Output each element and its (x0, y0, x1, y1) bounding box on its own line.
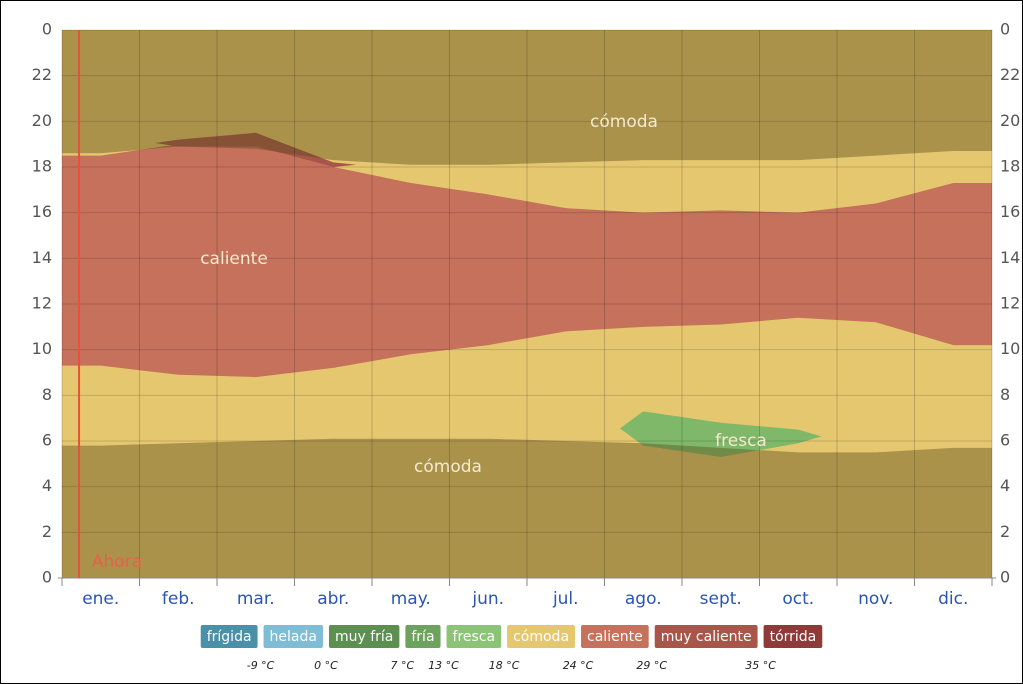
legend-swatch (446, 625, 502, 648)
annotation: caliente (200, 249, 268, 269)
annotation: fresca (715, 431, 767, 451)
threshold-label: 24 °C (563, 659, 594, 672)
legend-label: helada (270, 629, 317, 645)
y-tick-label-right: 6 (1000, 431, 1010, 450)
y-tick-label: 16 (32, 202, 52, 221)
legend-label: cómoda (513, 629, 569, 645)
y-tick-label: 20 (32, 111, 52, 130)
annotation: cómoda (590, 112, 658, 132)
y-tick-label: 0 (42, 568, 52, 587)
temperature-band (62, 144, 992, 378)
y-tick-label: 4 (42, 476, 52, 495)
y-tick-label-right: 10 (1000, 339, 1020, 358)
y-tick-label-right: 0 (1000, 20, 1010, 39)
y-tick-label-right: 18 (1000, 157, 1020, 176)
y-tick-label: 22 (32, 65, 52, 84)
legend-label: caliente (587, 629, 643, 645)
threshold-label: 35 °C (745, 659, 776, 672)
y-tick-label-right: 4 (1000, 476, 1010, 495)
threshold-label: 18 °C (489, 659, 520, 672)
legend-swatch (654, 625, 758, 648)
legend-swatch (507, 625, 576, 648)
x-tick-label: abr. (317, 589, 349, 609)
legend-label: fría (411, 629, 434, 645)
y-tick-label-right: 0 (1000, 568, 1010, 587)
legend-label: muy fría (335, 629, 393, 645)
y-tick-label-right: 14 (1000, 248, 1020, 267)
y-tick-label: 6 (42, 431, 52, 450)
y-tick-label: 10 (32, 339, 52, 358)
y-tick-label-right: 20 (1000, 111, 1020, 130)
annotation: Ahora (92, 552, 142, 572)
legend-swatch (581, 625, 649, 648)
y-tick-label-right: 22 (1000, 65, 1020, 84)
y-tick-label: 18 (32, 157, 52, 176)
night-shading (62, 30, 992, 165)
y-tick-label: 2 (42, 522, 52, 541)
threshold-label: 0 °C (314, 659, 338, 672)
threshold-label: 13 °C (428, 659, 459, 672)
legend-swatch (263, 625, 323, 648)
y-tick-label-right: 12 (1000, 294, 1020, 313)
x-tick-label: jun. (471, 589, 504, 609)
y-tick-label: 8 (42, 385, 52, 404)
annotation: cómoda (414, 457, 482, 477)
temperature-band (620, 411, 822, 457)
x-tick-label: mar. (237, 589, 275, 609)
x-tick-label: oct. (782, 589, 814, 609)
y-tick-label: 12 (32, 294, 52, 313)
legend-label: tórrida (770, 629, 817, 645)
legend-swatch (200, 625, 258, 648)
legend-swatch (405, 625, 441, 648)
threshold-label: 7 °C (391, 659, 415, 672)
y-tick-label-right: 16 (1000, 202, 1020, 221)
threshold-label: 29 °C (636, 659, 667, 672)
x-tick-label: dic. (938, 589, 968, 609)
legend-swatch (763, 625, 823, 648)
night-shading (62, 438, 992, 578)
legend-label: frígida (207, 629, 252, 645)
y-tick-label: 0 (42, 20, 52, 39)
legend-swatch (328, 625, 400, 648)
threshold-label: -9 °C (247, 659, 275, 672)
temperature-band (155, 132, 357, 167)
x-tick-label: nov. (858, 589, 893, 609)
x-tick-label: may. (391, 589, 431, 609)
legend-label: fresca (453, 629, 496, 645)
x-tick-label: feb. (162, 589, 195, 609)
y-tick-label-right: 2 (1000, 522, 1010, 541)
x-tick-label: sept. (700, 589, 742, 609)
x-tick-label: ene. (82, 589, 119, 609)
legend-label: muy caliente (661, 629, 752, 645)
x-tick-label: jul. (552, 589, 579, 609)
plot-area (61, 29, 993, 579)
y-tick-label-right: 8 (1000, 385, 1010, 404)
y-tick-label: 14 (32, 248, 52, 267)
x-tick-label: ago. (625, 589, 662, 609)
